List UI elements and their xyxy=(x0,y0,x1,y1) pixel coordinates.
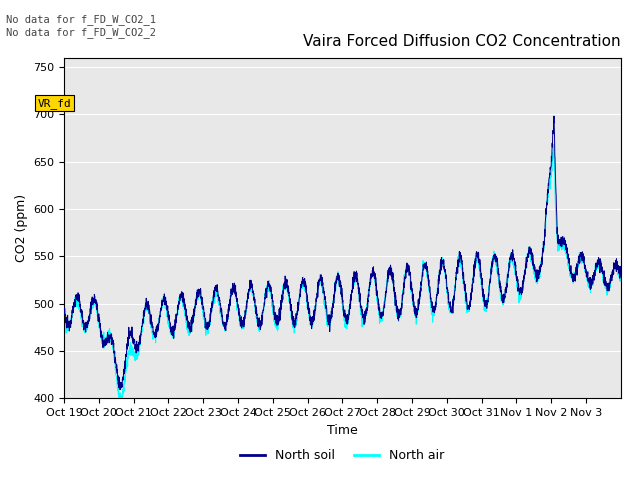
North soil xyxy=(60,308,68,314)
North air xyxy=(308,319,316,325)
North soil xyxy=(303,293,311,299)
Text: No data for f_FD_W_CO2_1
No data for f_FD_W_CO2_2: No data for f_FD_W_CO2_1 No data for f_F… xyxy=(6,14,156,38)
North soil xyxy=(308,314,316,320)
North soil xyxy=(418,277,426,283)
North air xyxy=(303,301,311,307)
X-axis label: Time: Time xyxy=(327,424,358,437)
North air xyxy=(418,273,426,279)
North soil xyxy=(442,275,450,281)
North soil xyxy=(550,113,558,119)
Line: North air: North air xyxy=(64,144,621,401)
North soil xyxy=(617,270,625,276)
Y-axis label: CO2 (ppm): CO2 (ppm) xyxy=(15,194,28,262)
North air xyxy=(442,281,450,287)
Text: VR_fd: VR_fd xyxy=(38,98,71,108)
North soil xyxy=(131,346,139,352)
North air xyxy=(60,312,68,317)
North air xyxy=(550,141,557,147)
North soil xyxy=(352,274,360,279)
North air xyxy=(352,277,360,283)
Text: Vaira Forced Diffusion CO2 Concentration: Vaira Forced Diffusion CO2 Concentration xyxy=(303,35,621,49)
North air xyxy=(131,358,139,364)
Line: North soil: North soil xyxy=(64,116,621,389)
Legend: North soil, North air: North soil, North air xyxy=(236,444,449,467)
North air xyxy=(115,398,123,404)
North soil xyxy=(116,386,124,392)
North air xyxy=(617,272,625,277)
